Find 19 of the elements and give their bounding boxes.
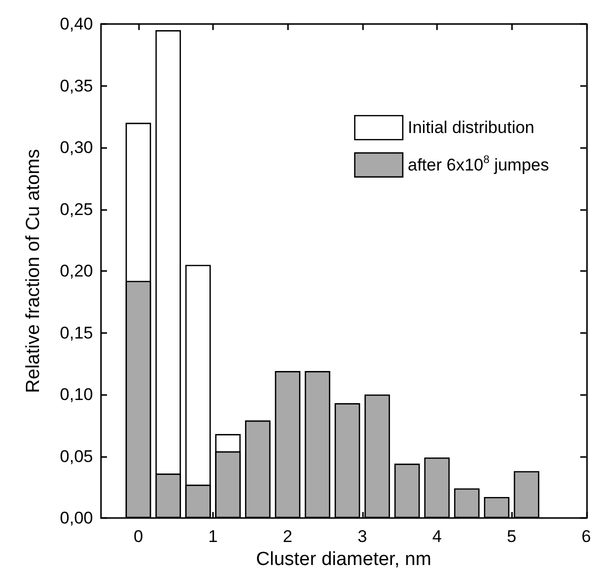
x-tick-label: 0 [134, 527, 144, 546]
x-tick-label: 4 [432, 527, 442, 546]
y-tick-label: 0,00 [60, 508, 93, 528]
x-tick-label: 3 [358, 527, 368, 546]
x-tick-label: 6 [582, 527, 592, 546]
y-tick-label: 0,15 [60, 323, 93, 342]
x-tick-label: 5 [506, 527, 516, 546]
y-tick-label: 0,20 [60, 262, 93, 280]
y-tick-label: 0,40 [60, 14, 93, 34]
y-axis-title: Relative fraction of Cu atoms [23, 149, 44, 393]
x-tick-label: 2 [282, 527, 292, 546]
y-tick-label: 0,30 [60, 138, 93, 157]
y-tick-label: 0,35 [60, 76, 93, 96]
x-tick-label: 1 [208, 527, 218, 546]
legend-label: Initial distribution [408, 118, 534, 138]
x-axis-title: Cluster diameter, nm [256, 549, 432, 570]
y-tick-label: 0,05 [60, 446, 93, 466]
y-tick-label: 0,10 [60, 385, 93, 404]
y-tick-label: 0,25 [60, 200, 93, 219]
